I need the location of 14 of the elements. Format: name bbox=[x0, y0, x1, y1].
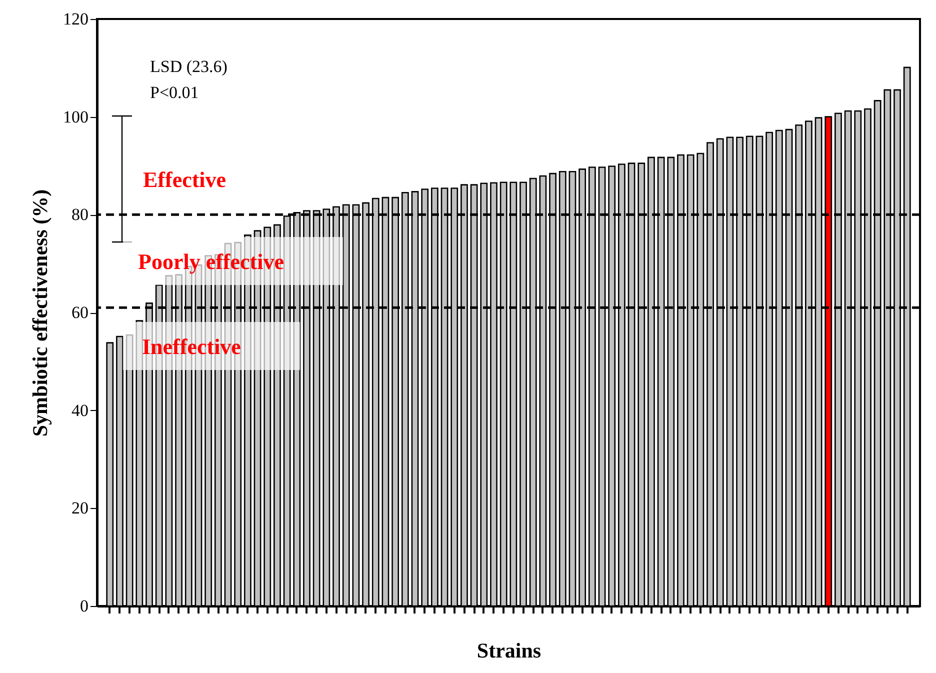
annotation: LSD (23.6) bbox=[150, 57, 228, 76]
y-tick-label: 40 bbox=[72, 400, 88, 420]
y-tick-label: 80 bbox=[72, 205, 88, 224]
annotation: Poorly effective bbox=[138, 249, 284, 274]
annotation: P<0.01 bbox=[150, 83, 199, 102]
y-axis-title: Symbiotic effectiveness (%) bbox=[28, 189, 52, 437]
y-tick-label: 20 bbox=[72, 498, 88, 518]
annotation: Effective bbox=[143, 167, 226, 192]
annotation: Ineffective bbox=[142, 334, 242, 359]
x-axis-title: Strains bbox=[476, 638, 542, 662]
y-tick-label: 60 bbox=[72, 303, 88, 322]
y-tick-label: 100 bbox=[63, 107, 88, 126]
y-tick-label: 0 bbox=[80, 596, 88, 616]
y-tick-label: 120 bbox=[63, 10, 88, 28]
